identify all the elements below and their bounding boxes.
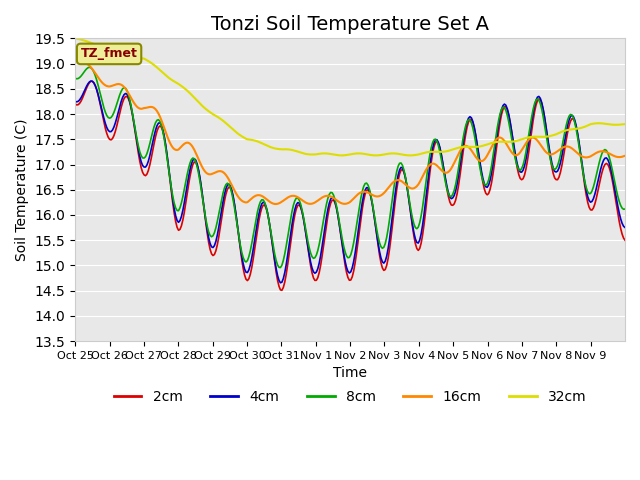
32cm [621, 121, 629, 127]
4cm [276, 280, 284, 286]
Legend: 2cm, 4cm, 8cm, 16cm, 32cm: 2cm, 4cm, 8cm, 16cm, 32cm [108, 385, 592, 410]
16cm [108, 83, 115, 89]
Line: 2cm: 2cm [75, 81, 625, 290]
2cm [92, 83, 99, 88]
16cm [90, 68, 98, 74]
8cm [86, 64, 93, 70]
32cm [465, 144, 472, 150]
4cm [71, 98, 79, 104]
16cm [356, 190, 364, 196]
Line: 8cm: 8cm [75, 67, 625, 267]
8cm [92, 72, 99, 78]
Title: Tonzi Soil Temperature Set A: Tonzi Soil Temperature Set A [211, 15, 489, 34]
2cm [466, 117, 474, 122]
8cm [466, 117, 474, 123]
4cm [620, 223, 627, 229]
2cm [621, 237, 629, 243]
4cm [357, 209, 365, 215]
2cm [88, 78, 96, 84]
16cm [71, 57, 79, 63]
8cm [276, 264, 284, 270]
16cm [465, 144, 472, 150]
Text: TZ_fmet: TZ_fmet [81, 48, 138, 60]
8cm [71, 75, 79, 81]
2cm [357, 216, 365, 222]
4cm [466, 114, 474, 120]
32cm [90, 41, 98, 47]
32cm [406, 153, 413, 158]
2cm [109, 136, 116, 142]
32cm [354, 151, 362, 156]
8cm [620, 206, 627, 212]
8cm [109, 113, 116, 119]
32cm [71, 36, 79, 41]
16cm [618, 154, 626, 160]
4cm [109, 127, 116, 133]
Y-axis label: Soil Temperature (C): Soil Temperature (C) [15, 119, 29, 261]
4cm [92, 83, 99, 88]
4cm [87, 78, 95, 84]
8cm [548, 162, 556, 168]
Line: 16cm: 16cm [75, 60, 625, 204]
32cm [618, 121, 626, 127]
X-axis label: Time: Time [333, 366, 367, 381]
16cm [621, 153, 629, 159]
2cm [71, 101, 79, 107]
16cm [272, 201, 280, 207]
8cm [621, 206, 629, 212]
16cm [547, 152, 554, 157]
4cm [621, 225, 629, 230]
4cm [548, 160, 556, 166]
32cm [108, 46, 115, 52]
8cm [357, 195, 365, 201]
2cm [548, 164, 556, 170]
2cm [620, 235, 627, 241]
2cm [278, 288, 285, 293]
32cm [547, 133, 554, 139]
Line: 32cm: 32cm [75, 38, 625, 156]
Line: 4cm: 4cm [75, 81, 625, 283]
